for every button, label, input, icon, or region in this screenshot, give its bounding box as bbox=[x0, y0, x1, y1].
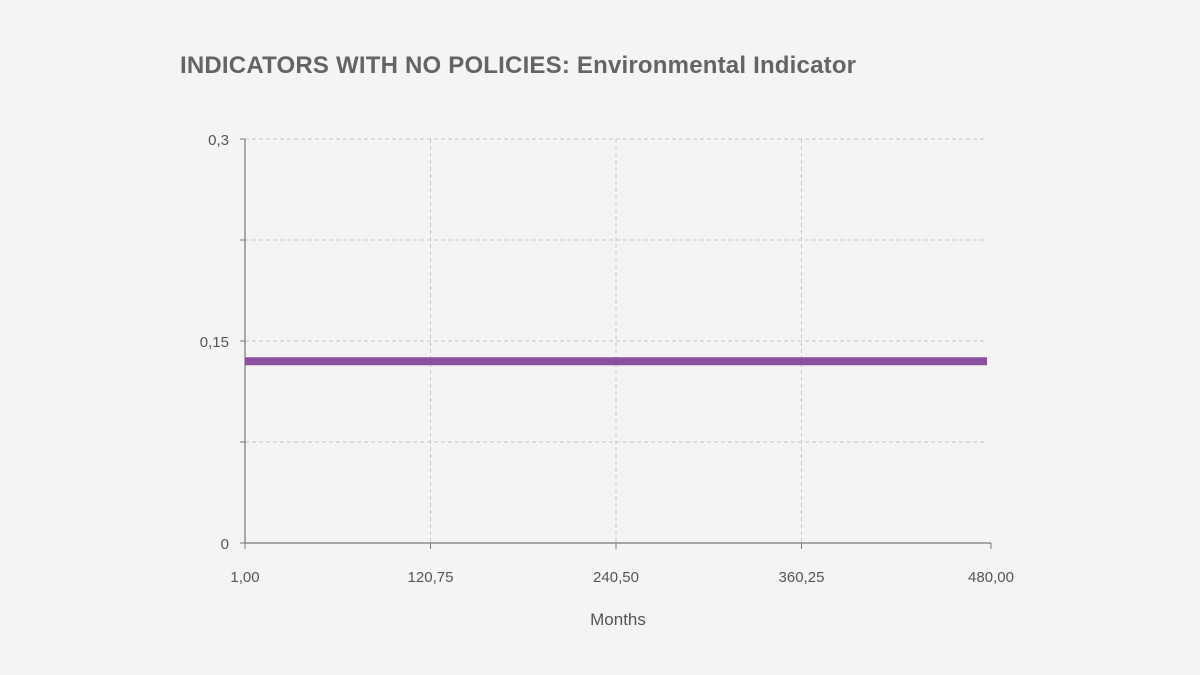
grid-layer bbox=[245, 138, 987, 543]
x-tick-label: 1,00 bbox=[230, 569, 259, 586]
axis-layer bbox=[240, 138, 992, 549]
y-tick-label: 0,15 bbox=[200, 334, 229, 351]
y-tick-label: 0 bbox=[221, 536, 229, 553]
x-tick-label: 120,75 bbox=[408, 569, 454, 586]
x-tick-label: 240,50 bbox=[593, 569, 639, 586]
chart-title: INDICATORS WITH NO POLICIES: Environment… bbox=[180, 52, 857, 79]
label-layer: 0 0,15 0,3 1,00 120,75 240,50 360,25 480,00 bbox=[200, 132, 1014, 586]
x-tick-label: 360,25 bbox=[779, 569, 825, 586]
y-tick-label: 0,3 bbox=[208, 132, 229, 149]
x-axis-title: Months bbox=[590, 610, 646, 629]
x-tick-label: 480,00 bbox=[968, 569, 1014, 586]
